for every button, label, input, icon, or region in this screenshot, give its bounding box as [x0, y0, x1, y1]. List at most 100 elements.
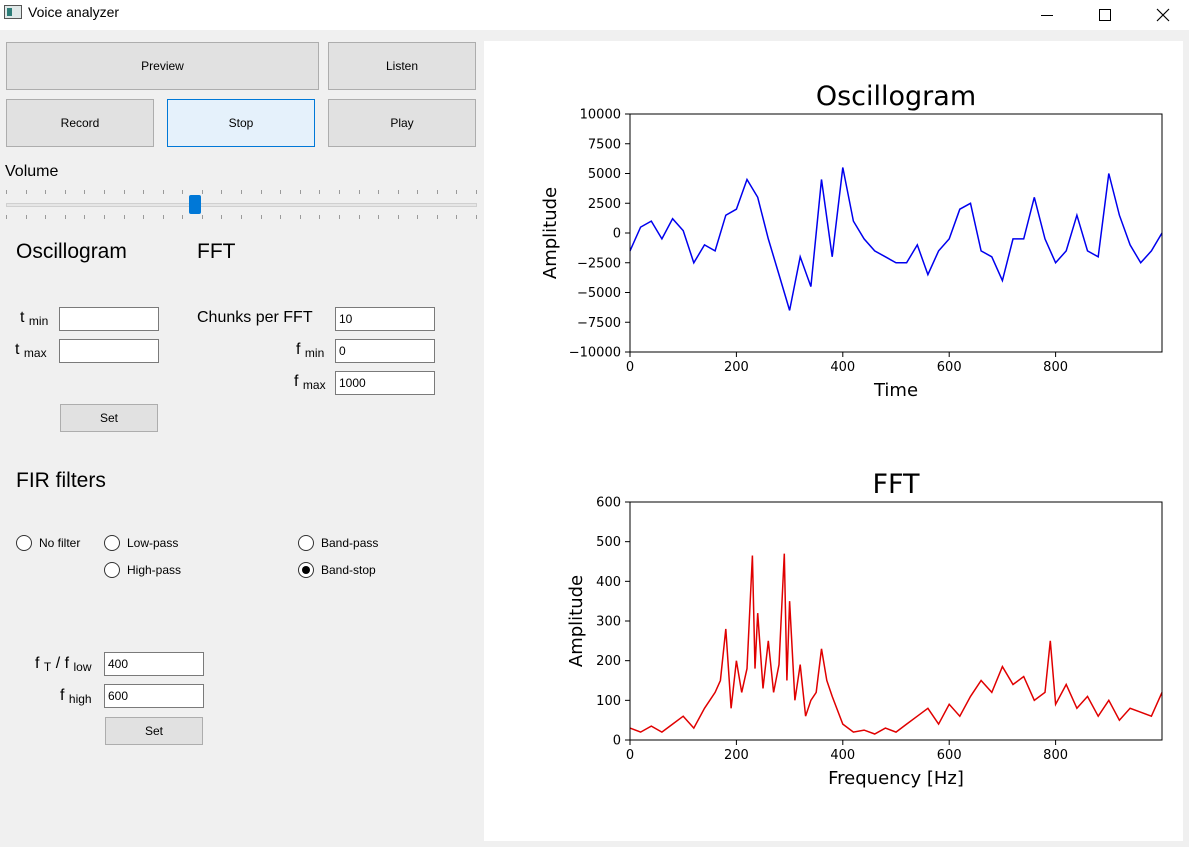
tmax-label: t max — [15, 341, 47, 360]
slider-tick — [25, 190, 27, 194]
fmax-input[interactable] — [335, 371, 435, 395]
y-axis-label: Amplitude — [540, 187, 561, 279]
slider-tick — [241, 215, 242, 219]
volume-slider-handle[interactable] — [189, 195, 201, 214]
x-axis-label: Time — [873, 380, 918, 401]
listen-button[interactable]: Listen — [328, 42, 476, 90]
slider-tick — [319, 190, 321, 194]
y-tick-label: 100 — [596, 694, 621, 709]
slider-tick — [436, 190, 438, 194]
x-tick-label: 200 — [724, 748, 749, 763]
radio-circle — [104, 535, 120, 551]
oscillogram-set-button[interactable]: Set — [60, 404, 158, 432]
y-tick-label: 500 — [596, 535, 621, 550]
radio-circle — [298, 535, 314, 551]
y-tick-label: −10000 — [569, 346, 621, 361]
radio-circle — [16, 535, 32, 551]
slider-tick — [378, 190, 380, 194]
y-tick-label: −2500 — [577, 256, 621, 271]
x-tick-label: 200 — [724, 360, 749, 375]
fmin-input[interactable] — [335, 339, 435, 363]
play-button[interactable]: Play — [328, 99, 476, 147]
record-button[interactable]: Record — [6, 99, 154, 147]
slider-tick — [45, 190, 47, 194]
slider-tick — [338, 215, 340, 219]
x-tick-label: 600 — [937, 360, 962, 375]
stop-button[interactable]: Stop — [167, 99, 315, 147]
x-tick-label: 0 — [626, 748, 634, 763]
slider-tick — [260, 190, 262, 194]
minimize-icon — [1041, 14, 1053, 16]
fhigh-input[interactable] — [104, 684, 204, 708]
slider-tick — [221, 215, 223, 219]
radio-high-pass[interactable]: High-pass — [104, 562, 181, 578]
slider-tick — [358, 215, 360, 219]
y-tick-label: 0 — [613, 227, 621, 242]
slider-tick — [64, 190, 66, 194]
ft-flow-input[interactable] — [104, 652, 204, 676]
slider-tick — [6, 215, 7, 219]
slider-tick — [241, 190, 242, 194]
slider-tick — [456, 190, 458, 194]
app-icon — [4, 5, 22, 19]
radio-band-pass[interactable]: Band-pass — [298, 535, 378, 551]
slider-tick — [201, 215, 203, 219]
close-icon — [1156, 8, 1170, 22]
preview-button[interactable]: Preview — [6, 42, 319, 90]
y-tick-label: −7500 — [577, 316, 621, 331]
slider-tick — [182, 190, 184, 194]
fir-set-button[interactable]: Set — [105, 717, 203, 745]
minimize-button[interactable] — [1018, 0, 1076, 30]
volume-label: Volume — [5, 163, 59, 180]
slider-tick — [6, 190, 7, 194]
slider-tick — [299, 190, 301, 194]
slider-tick — [162, 190, 164, 194]
slider-tick — [417, 215, 419, 219]
maximize-button[interactable] — [1076, 0, 1134, 30]
plot-frame — [629, 501, 1163, 741]
chunks-input[interactable] — [335, 307, 435, 331]
slider-tick — [221, 190, 223, 194]
slider-tick — [143, 215, 145, 219]
slider-tick — [319, 215, 321, 219]
tmin-input[interactable] — [59, 307, 159, 331]
slider-tick — [84, 190, 86, 194]
volume-slider[interactable] — [6, 203, 477, 207]
slider-tick — [123, 215, 125, 219]
chunks-label: Chunks per FFT — [197, 309, 313, 326]
slider-tick — [103, 190, 105, 194]
radio-no-filter[interactable]: No filter — [16, 535, 80, 551]
tmin-label: t min — [20, 309, 49, 328]
plot-panel: Oscillogram 0 200 400 600 800 10000 7500 5000 250… — [484, 41, 1183, 841]
slider-tick — [378, 215, 380, 219]
y-tick-label: −5000 — [577, 286, 621, 301]
chart-title: FFT — [872, 469, 920, 500]
volume-slider-ticks — [6, 190, 477, 222]
y-tick-label: 10000 — [580, 108, 621, 123]
x-tick-label: 400 — [830, 360, 855, 375]
maximize-icon — [1099, 9, 1111, 21]
radio-band-stop[interactable]: Band-stop — [298, 562, 376, 578]
fft-heading: FFT — [197, 240, 236, 263]
fmax-label: f max — [294, 373, 326, 392]
radio-low-pass[interactable]: Low-pass — [104, 535, 178, 551]
slider-tick — [436, 215, 438, 219]
x-tick-label: 400 — [830, 748, 855, 763]
y-tick-label: 300 — [596, 615, 621, 630]
slider-tick — [201, 190, 203, 194]
slider-tick — [143, 190, 145, 194]
x-tick-label: 600 — [937, 748, 962, 763]
tmax-input[interactable] — [59, 339, 159, 363]
x-tick-label: 800 — [1043, 748, 1068, 763]
y-tick-label: 5000 — [588, 167, 621, 182]
oscillogram-heading: Oscillogram — [16, 240, 127, 263]
slider-tick — [182, 215, 184, 219]
y-tick-label: 0 — [613, 734, 621, 749]
x-axis-label: Frequency [Hz] — [828, 768, 964, 789]
x-tick-label: 0 — [626, 360, 634, 375]
close-button[interactable] — [1134, 0, 1189, 30]
slider-tick — [45, 215, 47, 219]
slider-tick — [417, 190, 419, 194]
radio-circle-selected — [298, 562, 314, 578]
y-tick-label: 400 — [596, 575, 621, 590]
